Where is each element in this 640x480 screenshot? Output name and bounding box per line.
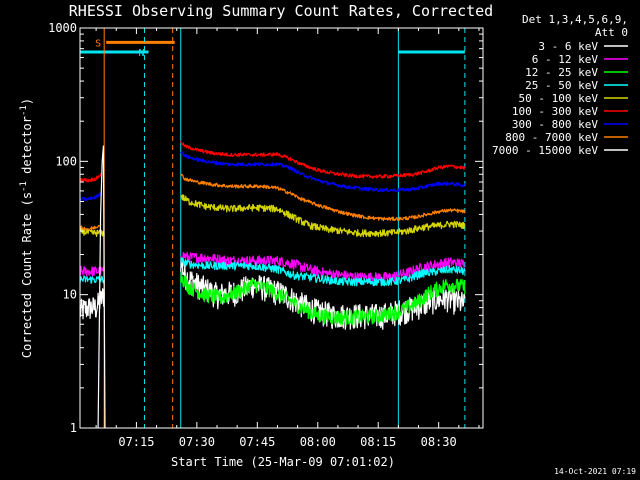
y-tick-label-1: 10: [63, 288, 77, 302]
legend-header-line-1: Det 1,3,4,5,6,9,: [522, 13, 628, 26]
x-tick-label-2: 07:45: [239, 435, 275, 449]
y-tick-label-0: 1: [70, 421, 77, 435]
flag-label-N: N: [138, 48, 144, 59]
x-axis-label: Start Time (25-Mar-09 07:01:02): [171, 455, 395, 469]
y-tick-label-2: 100: [55, 154, 77, 168]
x-tick-label-5: 08:30: [421, 435, 457, 449]
x-tick-label-1: 07:30: [179, 435, 215, 449]
y-axis-label: Corrected Count Rate (s-1 detector-1): [19, 98, 34, 358]
x-tick-label-0: 07:15: [118, 435, 154, 449]
x-tick-label-3: 08:00: [300, 435, 336, 449]
chart-title: RHESSI Observing Summary Count Rates, Co…: [69, 2, 493, 20]
legend-label-2: 12 - 25 keV: [525, 66, 598, 79]
legend-label-1: 6 - 12 keV: [532, 53, 599, 66]
legend-label-8: 7000 - 15000 keV: [492, 144, 598, 157]
legend-label-5: 100 - 300 keV: [512, 105, 598, 118]
legend-label-6: 300 - 800 keV: [512, 118, 598, 131]
legend-label-4: 50 - 100 keV: [519, 92, 599, 105]
generation-timestamp: 14-Oct-2021 07:19: [554, 467, 636, 476]
flag-label-S: S: [95, 38, 101, 49]
x-tick-label-4: 08:15: [360, 435, 396, 449]
legend-label-3: 25 - 50 keV: [525, 79, 598, 92]
y-tick-label-3: 1000: [48, 21, 77, 35]
legend-label-0: 3 - 6 keV: [538, 40, 598, 53]
legend-header-line-2: Att 0: [595, 26, 628, 39]
legend-label-7: 800 - 7000 keV: [505, 131, 598, 144]
